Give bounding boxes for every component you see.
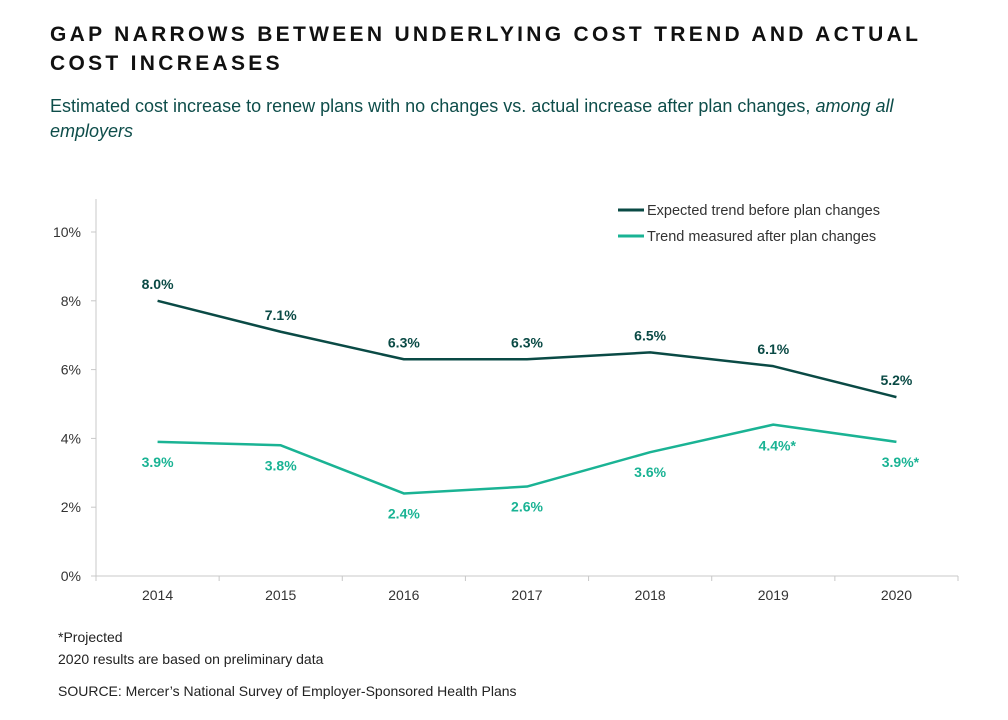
data-label-measured: 2.4% bbox=[388, 505, 420, 521]
y-tick-label: 2% bbox=[61, 499, 81, 515]
legend-label-expected: Expected trend before plan changes bbox=[647, 203, 880, 219]
y-tick-label: 10% bbox=[53, 224, 81, 240]
y-tick-label: 8% bbox=[61, 293, 81, 309]
data-label-measured: 2.6% bbox=[511, 499, 543, 515]
y-tick-label: 0% bbox=[61, 568, 81, 584]
data-label-expected: 6.1% bbox=[757, 341, 789, 357]
data-label-measured: 3.9%* bbox=[882, 454, 920, 470]
chart-subtitle: Estimated cost increase to renew plans w… bbox=[50, 94, 950, 144]
y-tick-label: 6% bbox=[61, 362, 81, 378]
x-tick-label: 2018 bbox=[635, 587, 666, 603]
y-tick-label: 4% bbox=[61, 430, 81, 446]
series-line-expected bbox=[157, 299, 897, 399]
chart-title: GAP NARROWS BETWEEN UNDERLYING COST TREN… bbox=[50, 23, 921, 75]
data-label-expected: 8.0% bbox=[142, 276, 174, 292]
data-label-expected: 6.5% bbox=[634, 327, 666, 343]
subtitle-main: Estimated cost increase to renew plans w… bbox=[50, 96, 811, 116]
footnotes: *Projected 2020 results are based on pre… bbox=[58, 626, 323, 670]
data-label-measured: 3.8% bbox=[265, 457, 297, 473]
footnote-preliminary: 2020 results are based on preliminary da… bbox=[58, 651, 324, 667]
x-tick-label: 2016 bbox=[388, 587, 419, 603]
source-note: SOURCE: Mercer’s National Survey of Empl… bbox=[58, 683, 517, 699]
line-chart: 0% 2% 4% 6% 8% 10% 2014 2015 2016 2017 2018 2019 202… bbox=[53, 199, 959, 603]
data-label-expected: 6.3% bbox=[511, 334, 543, 350]
x-tick-label: 2020 bbox=[881, 587, 912, 603]
footnote-projected: *Projected bbox=[58, 629, 123, 645]
legend-label-measured: Trend measured after plan changes bbox=[647, 229, 876, 245]
data-label-measured: 4.4%* bbox=[759, 438, 797, 454]
data-label-expected: 5.2% bbox=[880, 372, 912, 388]
series-line-measured bbox=[157, 423, 897, 495]
x-tick-label: 2014 bbox=[142, 587, 173, 603]
x-tick-label: 2017 bbox=[511, 587, 542, 603]
subtitle-emphasis: among all employers bbox=[50, 96, 894, 141]
data-label-expected: 6.3% bbox=[388, 334, 420, 350]
x-tick-label: 2019 bbox=[758, 587, 789, 603]
data-label-expected: 7.1% bbox=[265, 307, 297, 323]
data-label-measured: 3.6% bbox=[634, 464, 666, 480]
x-tick-label: 2015 bbox=[265, 587, 296, 603]
data-label-measured: 3.9% bbox=[142, 454, 174, 470]
